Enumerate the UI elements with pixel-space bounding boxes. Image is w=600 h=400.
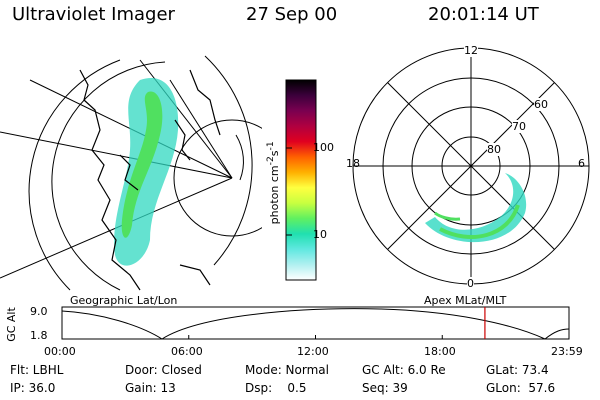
mlt-label-18: 18 bbox=[346, 157, 360, 170]
polar-grid bbox=[352, 47, 590, 285]
mlat-label-60: 60 bbox=[534, 98, 548, 111]
colorbar bbox=[285, 79, 317, 281]
date-label: 27 Sep 00 bbox=[246, 4, 338, 25]
altitude-ylabel: GC Alt bbox=[4, 307, 18, 342]
altitude-ytick-high: 9.0 bbox=[30, 305, 48, 318]
coastline bbox=[79, 69, 221, 291]
colorbar-label-100: 100 bbox=[313, 141, 334, 154]
altitude-curve bbox=[61, 308, 570, 340]
altitude-xtick-0: 00:00 bbox=[44, 345, 76, 358]
altitude-xtick-1: 06:00 bbox=[171, 345, 203, 358]
altitude-x-ticks bbox=[61, 335, 570, 339]
geographic-map bbox=[0, 55, 262, 291]
aurora-bright-emission bbox=[121, 91, 163, 238]
info-mode: Mode: Normal bbox=[245, 363, 329, 377]
info-dsp: Dsp: 0.5 bbox=[245, 381, 307, 395]
info-seq: Seq: 39 bbox=[362, 381, 408, 395]
colorbar-scale bbox=[285, 79, 317, 281]
info-gain: Gain: 13 bbox=[125, 381, 176, 395]
mlt-label-6: 6 bbox=[578, 157, 585, 170]
info-glat: GLat: 73.4 bbox=[486, 363, 549, 377]
info-ip: IP: 36.0 bbox=[10, 381, 56, 395]
geographic-label: Geographic Lat/Lon bbox=[70, 294, 178, 307]
altitude-xtick-3: 18:00 bbox=[424, 345, 456, 358]
polar-plot bbox=[352, 47, 590, 285]
altitude-xtick-4: 23:59 bbox=[551, 345, 583, 358]
instrument-title: Ultraviolet Imager bbox=[12, 4, 175, 25]
altitude-plot-frame bbox=[61, 306, 570, 340]
info-gc-alt: GC Alt: 6.0 Re bbox=[362, 363, 446, 377]
apex-label: Apex MLat/MLT bbox=[424, 294, 507, 307]
time-label: 20:01:14 UT bbox=[428, 4, 539, 25]
altitude-xtick-2: 12:00 bbox=[297, 345, 329, 358]
colorbar-unit: photon cm-2s-1 bbox=[265, 141, 281, 225]
mlt-label-12: 12 bbox=[464, 44, 478, 57]
altitude-plot bbox=[61, 306, 570, 340]
mlat-label-70: 70 bbox=[512, 120, 526, 133]
altitude-ytick-low: 1.8 bbox=[30, 329, 48, 342]
mlt-label-0: 0 bbox=[467, 277, 474, 290]
polar-aurora-oval bbox=[425, 173, 527, 243]
info-flt: Flt: LBHL bbox=[10, 363, 64, 377]
info-door: Door: Closed bbox=[125, 363, 202, 377]
mlat-label-80: 80 bbox=[487, 143, 501, 156]
colorbar-label-10: 10 bbox=[313, 228, 327, 241]
info-glon: GLon: 57.6 bbox=[486, 381, 556, 395]
